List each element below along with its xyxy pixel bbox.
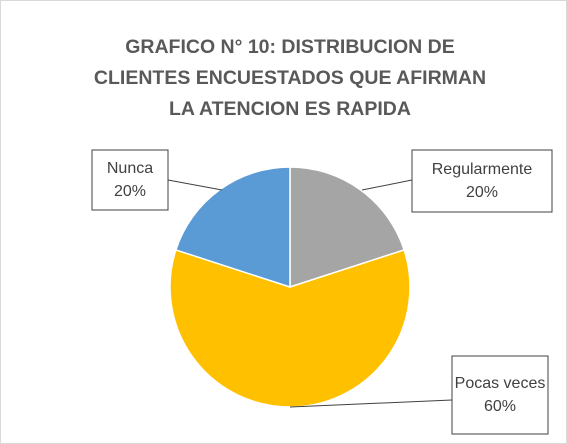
- label-box: [411, 149, 553, 213]
- data-label-name: Pocas veces: [455, 375, 546, 392]
- pie-slice: [289, 166, 406, 289]
- data-label-value: 60%: [484, 398, 516, 415]
- data-label-name: Nunca: [107, 160, 153, 177]
- label-box: [91, 149, 169, 211]
- leader-line: [167, 179, 223, 191]
- data-label-value: 20%: [114, 183, 146, 200]
- leader-line: [361, 179, 413, 191]
- chart-title: GRAFICO N° 10: DISTRIBUCION DE CLIENTES …: [93, 36, 487, 120]
- label-box: [451, 355, 549, 435]
- leader-line: [289, 399, 453, 408]
- data-label-value: 20%: [466, 184, 498, 201]
- data-label-name: Regularmente: [432, 161, 533, 178]
